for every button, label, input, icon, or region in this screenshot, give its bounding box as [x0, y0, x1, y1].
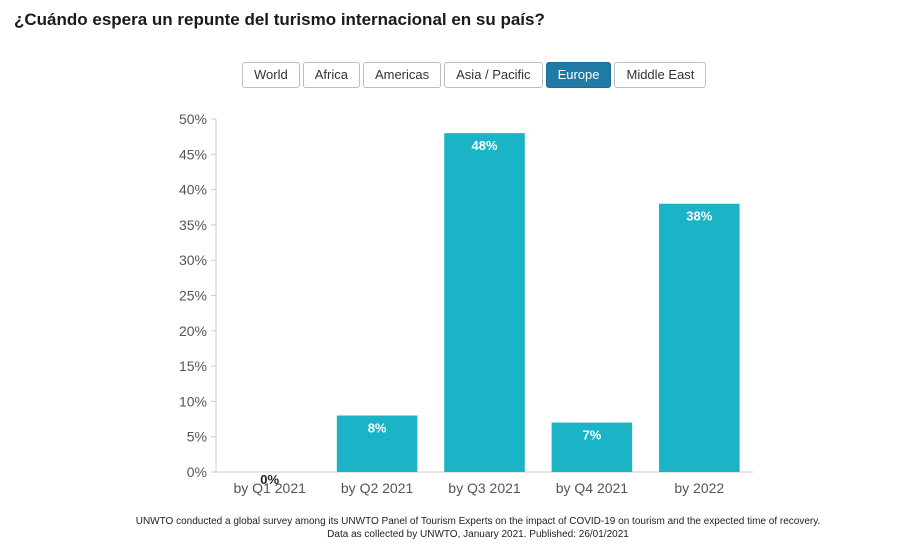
tab-americas[interactable]: Americas — [362, 62, 442, 88]
x-tick-label: by 2022 — [674, 480, 724, 496]
y-tick-label: 40% — [179, 182, 207, 198]
bar-data-label: 48% — [471, 138, 497, 153]
bar-chart: 0%5%10%15%20%25%30%35%40%45%50%0%by Q1 2… — [179, 111, 753, 496]
bar — [659, 203, 740, 472]
y-tick-label: 20% — [179, 323, 207, 339]
bar — [444, 133, 525, 472]
y-tick-label: 25% — [179, 288, 207, 304]
x-tick-label: by Q2 2021 — [341, 480, 414, 496]
bar-data-label: 0% — [260, 472, 279, 487]
y-tick-label: 45% — [179, 146, 207, 162]
chart-title: ¿Cuándo espera un repunte del turismo in… — [14, 10, 545, 29]
y-tick-label: 15% — [179, 358, 207, 374]
x-tick-label: by Q4 2021 — [556, 480, 629, 496]
bar — [551, 422, 633, 472]
tab-africa[interactable]: Africa — [302, 62, 360, 88]
y-tick-label: 50% — [179, 111, 207, 127]
x-tick-label: by Q3 2021 — [448, 480, 521, 496]
bar-data-label: 38% — [686, 209, 712, 224]
footnote-line-1: UNWTO conducted a global survey among it… — [135, 516, 821, 527]
x-tick-label: by Q1 2021 — [234, 480, 307, 496]
y-tick-label: 30% — [179, 252, 207, 268]
tab-asia-pacific[interactable]: Asia / Pacific — [444, 62, 543, 88]
footnote-line-2: Data as collected by UNWTO, January 2021… — [327, 529, 629, 540]
y-tick-label: 35% — [179, 217, 207, 233]
region-tabs: World Africa Americas Asia / Pacific Eur… — [242, 62, 707, 88]
tab-europe[interactable]: Europe — [545, 62, 612, 88]
tab-world[interactable]: World — [242, 62, 300, 88]
y-tick-label: 10% — [179, 393, 207, 409]
y-tick-label: 0% — [187, 464, 207, 480]
y-tick-label: 5% — [187, 429, 207, 445]
bar — [336, 415, 418, 472]
bar-data-label: 7% — [583, 428, 602, 443]
bar-data-label: 8% — [368, 421, 387, 436]
tab-middle-east[interactable]: Middle East — [614, 62, 707, 88]
